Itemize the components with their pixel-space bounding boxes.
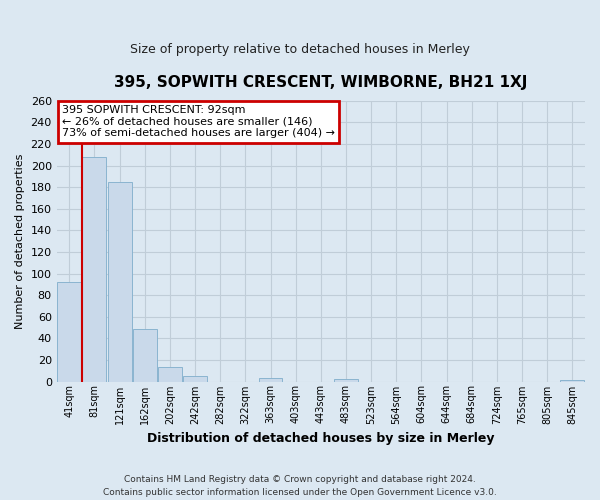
Bar bbox=[133, 328, 157, 382]
Bar bbox=[183, 376, 207, 382]
Bar bbox=[560, 380, 584, 382]
Text: 395 SOPWITH CRESCENT: 92sqm
← 26% of detached houses are smaller (146)
73% of se: 395 SOPWITH CRESCENT: 92sqm ← 26% of det… bbox=[62, 105, 335, 138]
Text: Size of property relative to detached houses in Merley: Size of property relative to detached ho… bbox=[130, 42, 470, 56]
Title: 395, SOPWITH CRESCENT, WIMBORNE, BH21 1XJ: 395, SOPWITH CRESCENT, WIMBORNE, BH21 1X… bbox=[114, 75, 527, 90]
Bar bbox=[57, 282, 81, 382]
Bar bbox=[334, 380, 358, 382]
Bar bbox=[259, 378, 283, 382]
Bar bbox=[82, 157, 106, 382]
Bar bbox=[107, 182, 131, 382]
X-axis label: Distribution of detached houses by size in Merley: Distribution of detached houses by size … bbox=[147, 432, 494, 445]
Text: Contains HM Land Registry data © Crown copyright and database right 2024.
Contai: Contains HM Land Registry data © Crown c… bbox=[103, 476, 497, 497]
Y-axis label: Number of detached properties: Number of detached properties bbox=[15, 154, 25, 329]
Bar bbox=[158, 368, 182, 382]
